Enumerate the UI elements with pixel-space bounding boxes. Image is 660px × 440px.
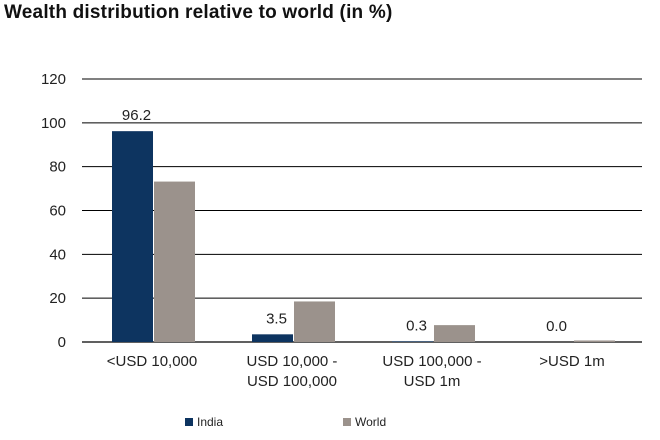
y-tick-label: 40 — [49, 246, 66, 263]
y-tick-label: 80 — [49, 159, 66, 176]
bar-india-2 — [392, 341, 433, 342]
y-tick-label: 20 — [49, 290, 66, 307]
category-label: USD 100,000 - — [382, 353, 481, 370]
legend-label: India — [197, 415, 223, 429]
chart-title: Wealth distribution relative to world (i… — [4, 2, 393, 23]
legend-swatch-world — [343, 418, 351, 426]
y-tick-label: 100 — [41, 115, 66, 132]
y-tick-label: 120 — [41, 71, 66, 88]
bar-india-0 — [112, 131, 153, 342]
legend-swatch-india — [185, 418, 193, 426]
data-label: 0.3 — [406, 317, 427, 334]
category-label: <USD 10,000 — [107, 353, 197, 370]
data-label: 96.2 — [122, 107, 151, 124]
legend-label: World — [355, 415, 386, 429]
bar-world-1 — [294, 301, 335, 342]
y-tick-label: 0 — [58, 334, 66, 351]
category-label: >USD 1m — [539, 353, 604, 370]
category-label: USD 10,000 - — [247, 353, 338, 370]
y-tick-label: 60 — [49, 203, 66, 220]
bar-india-1 — [252, 334, 293, 342]
bar-world-0 — [154, 181, 195, 342]
category-label: USD 1m — [404, 373, 461, 390]
bar-world-2 — [434, 325, 475, 342]
data-label: 3.5 — [266, 310, 287, 327]
category-label: USD 100,000 — [247, 373, 337, 390]
bar-world-3 — [574, 340, 615, 342]
data-label: 0.0 — [546, 318, 567, 335]
